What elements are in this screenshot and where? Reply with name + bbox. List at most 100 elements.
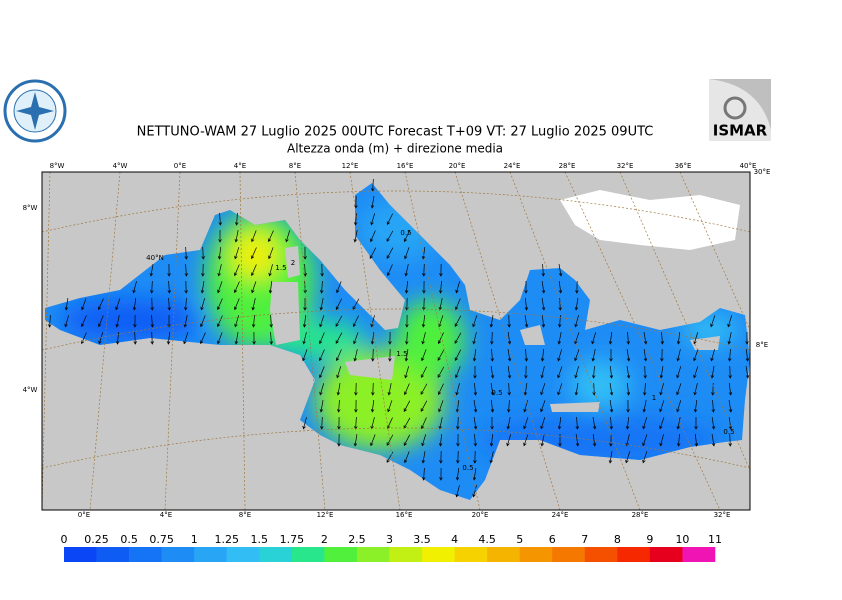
lon-label: 28°E <box>632 511 649 519</box>
direction-arrow <box>234 230 239 243</box>
direction-arrow <box>626 399 630 413</box>
map-frame <box>41 171 751 511</box>
direction-arrow <box>64 298 69 311</box>
direction-arrow <box>353 349 358 362</box>
direction-arrow <box>490 383 495 396</box>
direction-arrow <box>591 332 597 345</box>
direction-arrow <box>574 366 579 379</box>
lon-label: 16°E <box>397 162 414 170</box>
direction-arrow <box>217 264 222 277</box>
direction-arrow <box>557 383 563 396</box>
direction-arrow <box>455 383 460 396</box>
direction-arrow <box>728 365 732 379</box>
direction-arrow <box>150 331 154 345</box>
contour-label: 1.5 <box>275 264 286 272</box>
direction-arrow <box>507 332 512 345</box>
direction-arrow <box>370 417 375 430</box>
direction-arrow <box>353 332 359 345</box>
direction-arrow <box>626 382 631 396</box>
direction-arrow <box>405 297 409 311</box>
direction-arrow <box>540 383 546 396</box>
direction-arrow <box>490 416 494 430</box>
direction-arrow <box>558 264 563 277</box>
direction-arrow <box>386 264 393 277</box>
direction-arrow <box>524 280 528 294</box>
colorbar-box <box>291 547 325 562</box>
lon-label: 32°E <box>617 162 634 170</box>
direction-arrow <box>557 366 563 379</box>
direction-arrow <box>149 264 154 277</box>
direction-arrow <box>437 332 444 345</box>
direction-arrow <box>591 365 596 379</box>
colorbar-box <box>552 547 586 562</box>
direction-arrow <box>659 400 665 413</box>
colorbar-label: 8 <box>614 533 621 546</box>
direction-arrow <box>575 280 579 294</box>
direction-arrow <box>422 263 426 277</box>
direction-arrow <box>490 399 495 413</box>
direction-arrow <box>745 348 750 362</box>
direction-arrow <box>642 417 648 430</box>
direction-arrow <box>150 280 154 294</box>
direction-arrow <box>454 349 462 361</box>
direction-arrow <box>336 281 342 294</box>
direction-arrow <box>115 315 120 328</box>
colorbar-label: 3.5 <box>413 533 431 546</box>
direction-arrow <box>693 366 699 379</box>
direction-arrow <box>557 349 563 362</box>
direction-arrow <box>370 434 376 447</box>
direction-arrow <box>438 280 443 294</box>
direction-arrow <box>167 314 171 328</box>
direction-arrow <box>421 332 426 345</box>
direction-arrow <box>217 281 223 294</box>
colorbar-label: 5 <box>516 533 523 546</box>
direction-arrow <box>524 297 529 311</box>
direction-arrow <box>353 434 358 447</box>
direction-arrow <box>591 349 596 362</box>
direction-arrow <box>660 348 664 362</box>
direction-arrow <box>524 365 528 379</box>
direction-arrow <box>456 433 460 447</box>
direction-arrow <box>642 400 647 413</box>
direction-arrow <box>251 230 257 243</box>
direction-arrow <box>676 331 681 345</box>
direction-arrow <box>421 349 427 362</box>
colorbar-label: 1.25 <box>215 533 240 546</box>
direction-arrow <box>386 434 394 446</box>
direction-arrow <box>302 349 308 362</box>
direction-arrow <box>676 349 681 362</box>
direction-arrow <box>659 383 664 396</box>
direction-arrow <box>199 332 206 345</box>
lon-label: 36°E <box>675 162 692 170</box>
lat-label: 8°W <box>23 204 38 212</box>
colorbar-box <box>161 547 195 562</box>
direction-arrow <box>133 314 137 328</box>
colorbar-label: 1.5 <box>251 533 269 546</box>
direction-arrow <box>489 315 494 328</box>
lon-label: 20°E <box>449 162 466 170</box>
colorbar-box <box>682 547 716 562</box>
direction-arrow <box>285 230 291 243</box>
colorbar-box <box>422 547 455 562</box>
direction-arrow <box>319 298 324 311</box>
lon-label: 0°E <box>78 511 90 519</box>
colorbar-label: 2.5 <box>348 533 366 546</box>
colorbar-box <box>519 547 553 562</box>
direction-arrow <box>64 315 69 328</box>
direction-arrow <box>541 298 546 311</box>
lon-label: 4°E <box>234 162 246 170</box>
direction-arrow <box>387 383 392 396</box>
direction-arrow <box>183 315 188 328</box>
direction-arrow <box>609 365 614 379</box>
direction-arrow <box>302 314 307 328</box>
direction-arrow <box>201 246 205 260</box>
logo-text: ISMAR <box>713 122 768 140</box>
direction-arrow <box>318 349 325 362</box>
lon-label: 12°E <box>342 162 359 170</box>
direction-arrow <box>200 315 206 328</box>
direction-arrow <box>201 263 205 277</box>
direction-arrow <box>337 433 341 447</box>
direction-arrow <box>643 332 648 345</box>
direction-arrow <box>370 213 376 226</box>
direction-arrow <box>574 315 579 328</box>
